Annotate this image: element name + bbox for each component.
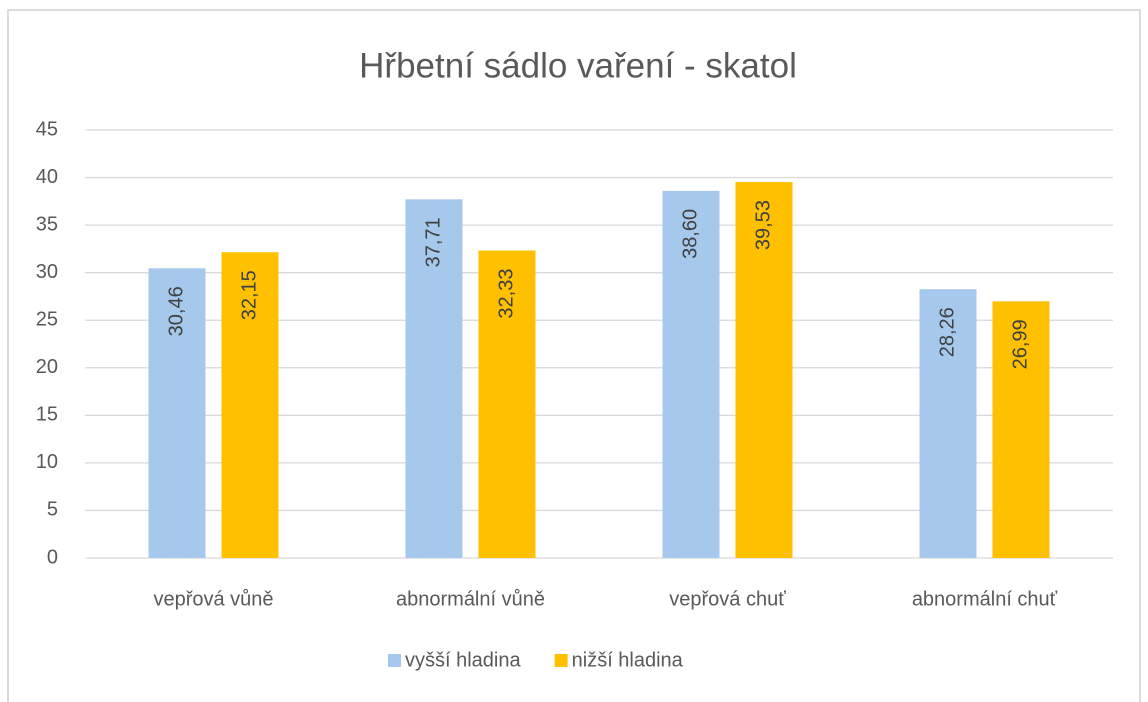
data-label: 32,15 [238, 270, 260, 320]
data-label: 30,46 [165, 286, 187, 336]
data-label: 28,26 [936, 307, 958, 357]
chart-border [7, 9, 1141, 702]
y-tick-label: 30 [36, 261, 58, 283]
legend-swatch [554, 654, 568, 667]
y-tick-label: 45 [36, 118, 58, 140]
data-label: 39,53 [752, 200, 774, 250]
bar [735, 182, 793, 559]
bar [478, 250, 536, 558]
chart-title: Hřbetní sádlo vaření - skatol [359, 46, 797, 85]
y-tick-label: 40 [36, 166, 58, 188]
bar [405, 199, 463, 558]
bar [919, 289, 977, 558]
legend-label: nižší hladina [572, 649, 684, 671]
y-tick-label: 15 [36, 404, 58, 426]
bar [221, 252, 279, 558]
data-label: 38,60 [679, 209, 701, 259]
x-tick-label: abnormální vůně [396, 588, 545, 610]
x-tick-label: vepřová vůně [153, 588, 273, 610]
y-tick-label: 35 [36, 213, 58, 235]
x-tick-label: abnormální chuť [912, 588, 1058, 610]
y-tick-label: 0 [47, 546, 58, 568]
legend-swatch [388, 654, 401, 667]
y-tick-label: 25 [36, 309, 58, 331]
y-tick-label: 20 [36, 356, 58, 378]
data-label: 26,99 [1009, 319, 1031, 369]
y-tick-label: 10 [36, 451, 58, 473]
bar [992, 301, 1050, 558]
legend-label: vyšší hladina [405, 649, 521, 671]
data-label: 32,33 [495, 269, 517, 319]
data-label: 37,71 [422, 217, 444, 267]
y-tick-label: 5 [47, 499, 58, 521]
bar [148, 268, 206, 558]
x-tick-label: vepřová chuť [669, 588, 786, 610]
bar [662, 190, 720, 559]
